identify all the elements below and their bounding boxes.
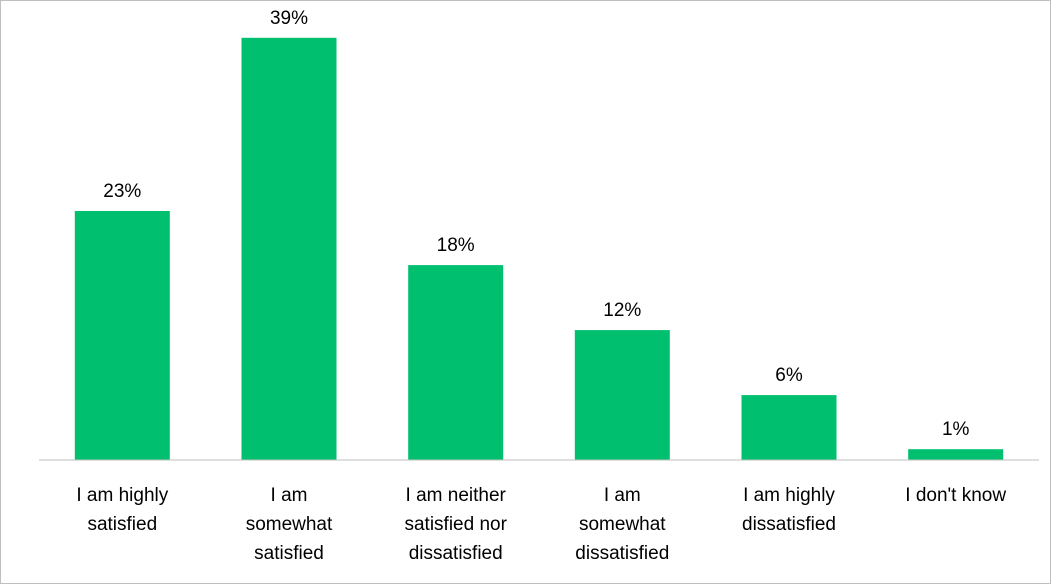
category-label-line: I am highly (743, 485, 835, 506)
category-label-line: I am (271, 485, 308, 506)
category-label-line: I am (604, 485, 641, 506)
data-label-0: 23% (103, 181, 141, 202)
category-label-line: I don't know (905, 485, 1006, 506)
bar-1 (241, 37, 337, 461)
category-label-line: somewhat (246, 514, 333, 535)
data-label-3: 12% (603, 300, 641, 321)
category-label-5: I don't know (905, 485, 1006, 506)
category-label-line: dissatisfied (742, 514, 836, 535)
category-label-line: satisfied (87, 514, 157, 535)
category-label-line: dissatisfied (409, 543, 503, 564)
category-label-line: satisfied (254, 543, 324, 564)
category-label-4: I am highly dissatisfied (742, 485, 836, 535)
data-label-4: 6% (775, 365, 803, 386)
category-label-1: I am somewhat satisfied (246, 485, 333, 564)
category-label-line: somewhat (579, 514, 666, 535)
category-label-3: I am somewhat dissatisfied (575, 485, 669, 564)
data-label-5: 1% (942, 419, 970, 440)
labels-layer: 23% 39% 18% 12% 6% 1% (103, 8, 969, 440)
bar-0 (74, 211, 170, 460)
bar-3 (574, 330, 670, 460)
category-label-2: I am neither satisfied nor dissatisfied (404, 485, 507, 564)
bar-2 (408, 265, 504, 460)
category-label-0: I am highly satisfied (76, 485, 168, 535)
category-label-line: dissatisfied (575, 543, 669, 564)
category-label-line: satisfied nor (404, 514, 507, 535)
category-label-line: I am neither (406, 485, 507, 506)
data-label-1: 39% (270, 8, 308, 29)
category-labels: I am highly satisfied I am somewhat satisfie… (76, 485, 1006, 564)
bar-4 (741, 395, 837, 460)
category-label-line: I am highly (76, 485, 168, 506)
bars-layer (74, 37, 1004, 461)
data-label-2: 18% (437, 235, 475, 256)
bar-5 (908, 449, 1004, 460)
